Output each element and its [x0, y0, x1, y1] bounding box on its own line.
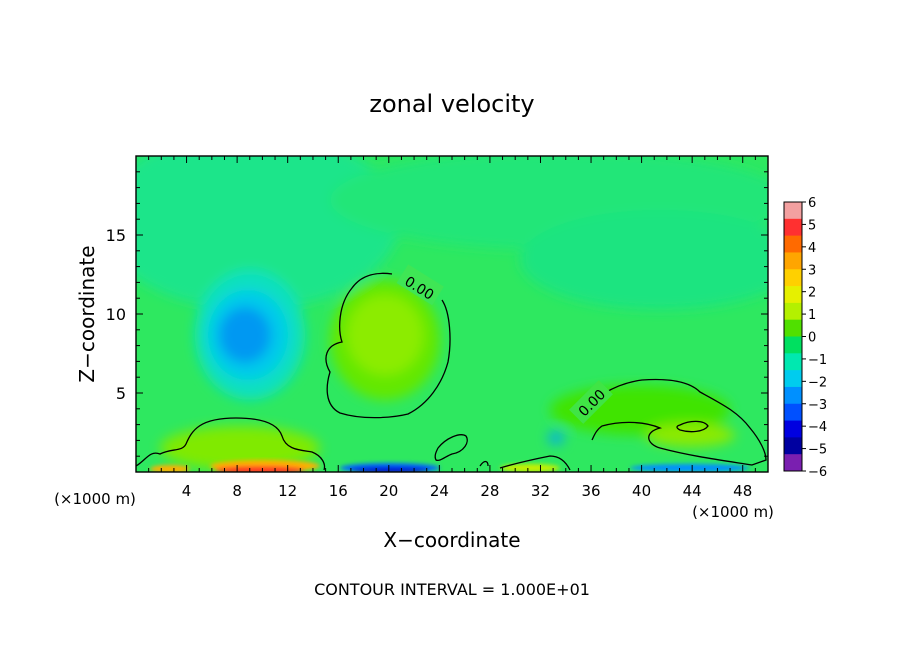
colorbar-swatch	[784, 252, 802, 270]
contour-lower-right	[579, 378, 767, 466]
colorbar-label: 5	[808, 218, 816, 233]
x-tick-label: 44	[683, 482, 702, 500]
colorbar-swatch	[784, 386, 802, 405]
colorbar-swatch	[784, 403, 802, 421]
y-axis: 5 10 15	[106, 171, 768, 457]
x-tick-label: 32	[531, 482, 550, 500]
y-axis-title: Z−coordinate	[75, 245, 99, 382]
zero-contours	[135, 272, 767, 471]
colorbar-label: −3	[808, 398, 827, 413]
colorbar-swatch	[784, 420, 802, 438]
colorbar: 6 5 4 3 2 1 0 −1 −2 −3 −4 −5 −6	[783, 196, 827, 480]
colorbar-swatch	[784, 235, 802, 253]
colorbar-label: −6	[808, 465, 827, 480]
x-tick-label: 36	[581, 482, 600, 500]
contour-field	[136, 156, 768, 472]
x-tick-label: 28	[480, 482, 499, 500]
contour-lower-mid2	[479, 455, 571, 471]
colorbar-label: 2	[808, 286, 816, 301]
colorbar-swatch	[784, 202, 802, 220]
colorbar-swatch	[784, 286, 802, 304]
x-axis-title: X−coordinate	[383, 528, 520, 552]
x-unit-left: (×1000 m)	[54, 490, 136, 508]
contour-upper-middle	[325, 272, 451, 419]
colorbar-label: 3	[808, 263, 816, 278]
contour-lower-mid	[434, 434, 468, 462]
colorbar-label: −5	[808, 443, 827, 458]
colorbar-label: 0	[808, 331, 816, 346]
x-tick-label: 8	[232, 482, 242, 500]
colorbar-swatch	[784, 353, 802, 371]
x-tick-label: 16	[329, 482, 348, 500]
y-tick-label: 15	[106, 226, 126, 245]
x-tick-label: 24	[430, 482, 449, 500]
colorbar-swatch	[784, 302, 802, 321]
colorbar-label: 6	[808, 196, 816, 211]
colorbar-swatch	[784, 454, 802, 472]
contour-lower-left	[135, 417, 326, 471]
x-tick-label: 12	[278, 482, 297, 500]
colorbar-label: 4	[808, 241, 816, 256]
contour-small-loop	[676, 420, 709, 433]
colorbar-swatch	[784, 370, 802, 388]
contour-interval-note: CONTOUR INTERVAL = 1.000E+01	[314, 580, 590, 599]
colorbar-label: −1	[808, 353, 827, 368]
x-unit-right: (×1000 m)	[692, 503, 774, 521]
colorbar-label: −2	[808, 375, 827, 390]
colorbar-swatch	[784, 336, 802, 354]
colorbar-swatch	[784, 218, 802, 237]
y-tick-label: 10	[106, 305, 126, 324]
x-tick-label: 4	[182, 482, 192, 500]
colorbar-label: 1	[808, 308, 816, 323]
x-tick-label: 48	[733, 482, 752, 500]
colorbar-swatch	[784, 437, 802, 455]
chart-title: zonal velocity	[369, 90, 534, 118]
colorbar-swatch	[784, 269, 802, 287]
x-axis: 4 8 12 16 20 24 28 32 36 40 44 48	[148, 156, 756, 500]
colorbar-swatch	[784, 319, 802, 337]
colorbar-label: −4	[808, 420, 827, 435]
x-tick-label: 20	[379, 482, 398, 500]
x-tick-label: 40	[632, 482, 651, 500]
y-tick-label: 5	[116, 384, 126, 403]
